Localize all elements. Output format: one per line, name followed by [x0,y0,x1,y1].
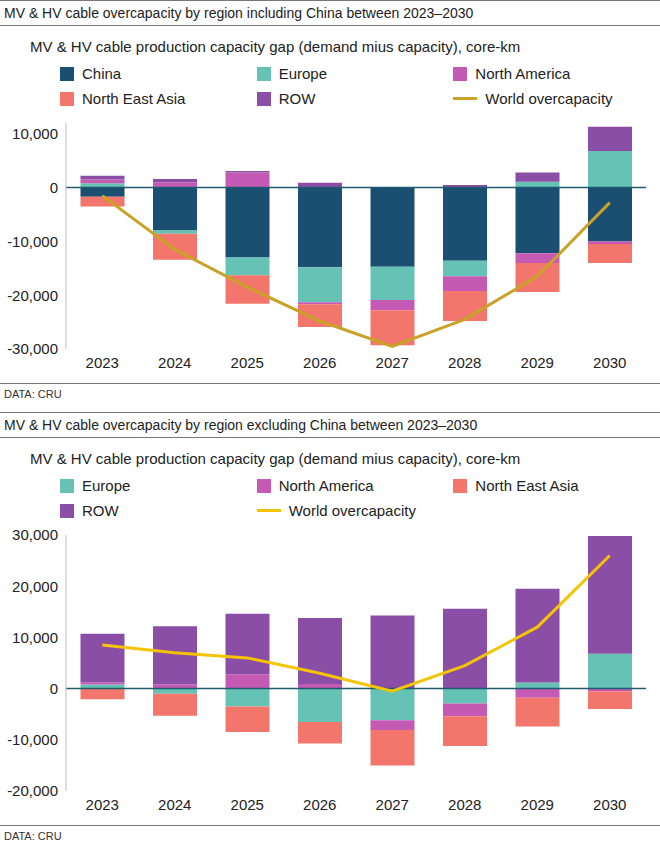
html-text:Europe: Europe [278,65,327,82]
svg-text:2030: 2030 [593,796,626,813]
svg-text:2027: 2027 [376,796,409,813]
html-text:North America: North America [475,65,571,82]
html-text:DATA: CRU: DATA: CRU [4,388,62,400]
svg-text:2023: 2023 [86,354,119,371]
svg-text:2028: 2028 [448,354,481,371]
svg-text:2025: 2025 [231,796,264,813]
html-text:North East Asia: North East Asia [82,90,186,107]
svg-text:10,000: 10,000 [12,629,58,646]
html-text:China: China [82,65,122,82]
svg-text:-20,000: -20,000 [8,782,58,799]
svg-text:-20,000: -20,000 [8,287,58,304]
svg-text:0: 0 [50,179,58,196]
svg-text:-30,000: -30,000 [8,340,58,357]
svg-text:-10,000: -10,000 [8,731,58,748]
svg-text:2023: 2023 [86,796,119,813]
html-text:North East Asia: North East Asia [475,477,579,494]
svg-text:20,000: 20,000 [12,578,58,595]
svg-text:10,000: 10,000 [12,125,58,142]
svg-text:-10,000: -10,000 [8,233,58,250]
html-text:World overcapacity: World overcapacity [485,90,613,107]
html-text:ROW: ROW [82,502,119,519]
svg-text:2029: 2029 [521,796,554,813]
html-text:World overcapacity: World overcapacity [288,502,416,519]
svg-text:2028: 2028 [448,796,481,813]
html-text:ROW: ROW [278,90,316,107]
svg-text:2029: 2029 [521,354,554,371]
html-text:MV & HV cable production capac: MV & HV cable production capacity gap (d… [30,38,521,55]
svg-text:0: 0 [50,680,58,697]
svg-text:2026: 2026 [303,354,336,371]
html-text:North America: North America [278,477,374,494]
html-text:DATA: CRU: DATA: CRU [4,830,62,842]
svg-text:30,000: 30,000 [12,526,58,543]
html-text:MV & HV cable production capac: MV & HV cable production capacity gap (d… [30,450,521,467]
svg-text:2025: 2025 [231,354,264,371]
svg-text:2024: 2024 [158,796,191,813]
svg-text:2026: 2026 [303,796,336,813]
html-text:Europe: Europe [82,477,131,494]
html-text:MV & HV cable overcapacity by: MV & HV cable overcapacity by region exc… [4,417,478,433]
svg-text:2024: 2024 [158,354,191,371]
html-text:MV & HV cable overcapacity by: MV & HV cable overcapacity by region inc… [4,5,474,21]
svg-text:2030: 2030 [593,354,626,371]
svg-text:2027: 2027 [376,354,409,371]
